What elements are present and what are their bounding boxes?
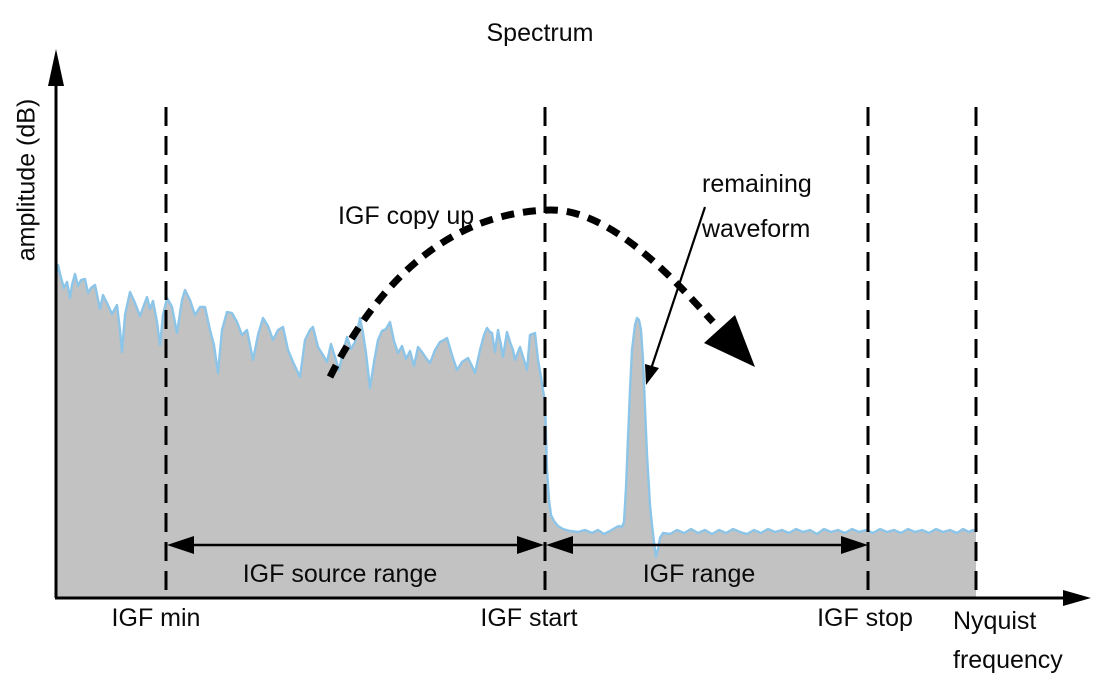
remaining-waveform-line2: waveform xyxy=(702,215,811,243)
x-label-nyquist-frequency: Nyquist frequency xyxy=(953,602,1063,680)
igf-source-range-arrow-left-arrowhead xyxy=(167,536,194,554)
nyquist-label-line1: Nyquist xyxy=(953,607,1037,635)
nyquist-label-line2: frequency xyxy=(953,646,1063,674)
igf-source-range-arrow-right-arrowhead xyxy=(517,536,544,554)
igf-copy-up-arrowhead xyxy=(704,315,755,367)
igf-range-arrow-right-arrowhead xyxy=(841,536,868,554)
igf-copy-up-curve xyxy=(326,206,716,379)
igf-range-label: IGF range xyxy=(642,560,756,588)
igf-source-range-label: IGF source range xyxy=(242,560,438,588)
figure-title: Spectrum xyxy=(486,19,594,47)
x-label-igf-stop: IGF stop xyxy=(817,604,913,632)
remaining-waveform-pointer-arrowhead xyxy=(645,364,659,385)
x-label-igf-min: IGF min xyxy=(111,604,201,632)
remaining-waveform-pointer-line xyxy=(648,206,707,373)
remaining-waveform-annotation: remaining waveform xyxy=(702,162,812,252)
remaining-waveform-line1: remaining xyxy=(702,170,812,198)
x-axis-arrowhead xyxy=(1063,590,1091,606)
y-axis-arrowhead xyxy=(48,49,64,86)
spectrum-outline xyxy=(55,263,978,559)
igf-copy-up-annotation: IGF copy up xyxy=(338,202,475,230)
y-axis-label: amplitude (dB) xyxy=(12,98,41,262)
x-label-igf-start: IGF start xyxy=(480,604,578,632)
igf-range-arrow-left-arrowhead xyxy=(546,536,573,554)
